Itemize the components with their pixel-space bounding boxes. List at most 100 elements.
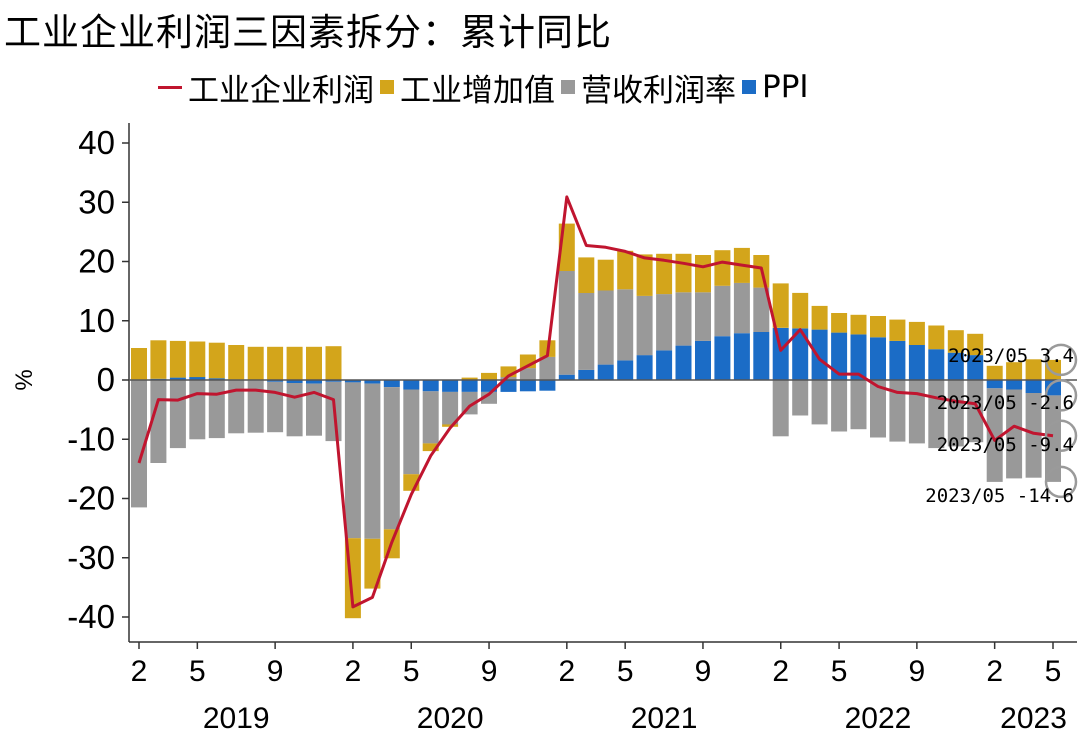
- y-axis-label: %: [11, 369, 38, 390]
- bar-营收利润率-2023-04: [1025, 393, 1042, 478]
- bar-工业增加值-2020-09: [481, 372, 497, 380]
- bar-工业增加值-2019-10: [286, 346, 303, 380]
- annotation-label: 2023/05 -14.6: [925, 485, 1074, 507]
- bar-PPI-2021-09: [695, 340, 711, 380]
- bar-营收利润率-2021-09: [695, 292, 711, 341]
- bar-工业增加值-2019-08: [247, 346, 264, 380]
- bar-工业增加值-2021-06: [636, 254, 653, 296]
- bar-PPI-2020-06: [422, 380, 439, 392]
- bar-PPI-2021-12: [753, 332, 770, 380]
- bar-营收利润率-2022-08: [889, 380, 906, 442]
- legend-item-profit: 工业企业利润: [158, 65, 374, 110]
- bar-PPI-2019-10: [286, 380, 303, 383]
- bar-PPI-2020-08: [461, 380, 478, 392]
- x-tick-label: 9: [695, 655, 712, 688]
- bar-PPI-2019-06: [208, 378, 225, 380]
- y-tick-label: 0: [97, 361, 115, 398]
- legend-label-ppi: PPI: [762, 69, 809, 105]
- bar-工业增加值-2019-02: [131, 348, 147, 380]
- bar-营收利润率-2019-05: [189, 380, 206, 440]
- bar-PPI-2022-08: [889, 340, 906, 380]
- y-tick-label: 40: [78, 124, 115, 161]
- annotation-label: 2023/05 3.4: [948, 345, 1074, 367]
- bar-PPI-2019-11: [306, 380, 322, 384]
- legend-swatch-profit: [158, 85, 182, 89]
- chart-legend: 工业企业利润 工业增加值 营收利润率 PPI: [158, 65, 815, 110]
- bar-PPI-2022-07: [870, 337, 886, 380]
- bar-营收利润率-2022-03: [792, 380, 809, 416]
- bar-工业增加值-2020-10: [500, 366, 517, 378]
- x-tick-label: 9: [481, 655, 498, 688]
- x-tick-label: 5: [189, 655, 206, 688]
- legend-label-profit-margin: 营收利润率: [581, 72, 736, 109]
- bar-PPI-2021-03: [578, 369, 595, 380]
- bar-PPI-2022-10: [928, 349, 945, 380]
- legend-swatch-ppi: [742, 80, 756, 94]
- bar-营收利润率-2019-10: [286, 383, 303, 437]
- legend-swatch-profit-margin: [561, 80, 575, 94]
- bar-营收利润率-2021-04: [597, 290, 614, 365]
- annotations-layer: 2023/05 3.4 2023/05 -2.6 2023/05 -9.4 2023/…: [925, 343, 1078, 507]
- bar-工业增加值-2022-02: [772, 283, 789, 328]
- bar-PPI-2021-02: [558, 374, 575, 380]
- annotation-marker: [1044, 465, 1078, 499]
- bar-工业增加值-2020-03: [364, 538, 381, 589]
- bar-工业增加值-2021-07: [656, 253, 673, 295]
- bar-工业增加值-2021-04: [597, 259, 614, 291]
- bar-营收利润率-2021-11: [733, 282, 750, 334]
- annotation-marker: [1044, 379, 1078, 412]
- bar-工业增加值-2021-09: [695, 255, 711, 293]
- bar-营收利润率-2020-09: [481, 391, 497, 404]
- bar-营收利润率-2020-05: [403, 389, 420, 475]
- bar-工业增加值-2019-12: [325, 346, 342, 380]
- bar-PPI-2019-04: [169, 377, 186, 380]
- bar-营收利润率-2020-06: [422, 391, 439, 444]
- year-label: 2021: [631, 702, 698, 735]
- bar-工业增加值-2023-03: [1006, 362, 1023, 380]
- bar-营收利润率-2022-12: [967, 380, 984, 443]
- bar-PPI-2019-12: [325, 380, 342, 382]
- bar-工业增加值-2019-05: [189, 341, 206, 378]
- bar-营收利润率-2021-10: [714, 285, 731, 337]
- bar-PPI-2021-08: [675, 345, 692, 380]
- bar-营收利润率-2019-07: [228, 380, 245, 434]
- bar-PPI-2022-04: [811, 329, 828, 380]
- bar-营收利润率-2021-12: [753, 287, 770, 332]
- y-tick-label: 10: [78, 302, 115, 339]
- bar-工业增加值-2023-02: [986, 365, 1003, 380]
- bar-PPI-2020-07: [442, 380, 459, 392]
- bar-工业增加值-2022-03: [792, 292, 809, 329]
- bar-营收利润率-2019-06: [208, 380, 225, 439]
- bar-营收利润率-2020-04: [383, 387, 400, 530]
- bar-PPI-2023-04: [1025, 380, 1042, 393]
- y-tick-label: -20: [67, 480, 115, 517]
- bar-工业增加值-2021-05: [617, 250, 634, 290]
- bar-PPI-2022-05: [831, 332, 848, 380]
- legend-label-profit: 工业企业利润: [188, 72, 374, 109]
- bar-PPI-2021-10: [714, 336, 731, 380]
- bar-营收利润率-2021-08: [675, 292, 692, 346]
- bar-工业增加值-2019-03: [150, 340, 167, 379]
- bar-PPI-2020-02: [344, 380, 361, 383]
- bar-营收利润率-2022-06: [850, 380, 867, 430]
- bar-营收利润率-2020-03: [364, 383, 381, 539]
- bar-营收利润率-2020-12: [539, 356, 556, 380]
- bar-PPI-2022-11: [947, 352, 964, 380]
- bar-营收利润率-2022-07: [870, 380, 886, 438]
- bar-工业增加值-2022-08: [889, 319, 906, 341]
- bar-工业增加值-2021-08: [675, 253, 692, 293]
- bar-营收利润率-2022-02: [772, 380, 789, 437]
- line-layer: [137, 195, 1054, 609]
- bar-工业增加值-2022-09: [908, 321, 925, 345]
- annotation-label: 2023/05 -9.4: [937, 434, 1074, 456]
- bar-PPI-2022-02: [772, 327, 789, 380]
- y-tick-label: 20: [78, 243, 115, 280]
- bar-营收利润率-2023-05: [1045, 395, 1061, 482]
- bar-营收利润率-2019-04: [169, 380, 186, 449]
- bar-PPI-2020-10: [500, 380, 517, 392]
- x-tick-label: 5: [1045, 655, 1062, 688]
- bar-PPI-2020-05: [403, 380, 420, 390]
- bar-营收利润率-2020-10: [500, 377, 517, 380]
- x-tick-label: 2: [558, 655, 575, 688]
- bar-营收利润率-2019-08: [247, 380, 264, 433]
